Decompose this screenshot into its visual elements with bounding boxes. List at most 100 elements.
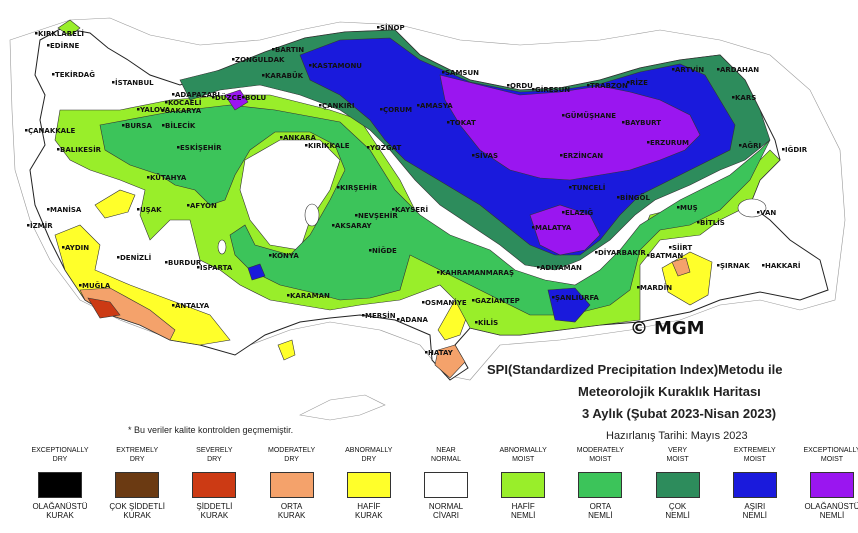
- city-marker: [637, 286, 640, 289]
- city-marker: [422, 301, 425, 304]
- legend-item: MODERATELY DRY ORTA KURAK: [254, 447, 330, 520]
- city-marker: [369, 249, 372, 252]
- city-label: SİİRT: [672, 243, 692, 252]
- city-label: MERSİN: [365, 311, 396, 320]
- legend-english-label: MODERATELY DRY: [267, 447, 316, 463]
- city-label: ELAZIĞ: [565, 208, 593, 217]
- legend-english-label: EXCEPTIONALLY MOIST: [803, 447, 858, 463]
- legend-english-label: EXCEPTIONALLY DRY: [31, 447, 89, 463]
- legend-turkish-label: NORMAL CİVARI: [428, 502, 464, 520]
- city-marker: [537, 266, 540, 269]
- city-marker: [47, 44, 50, 47]
- map-title-line1: SPI(Standardized Precipitation Index)Met…: [487, 362, 783, 377]
- zone-moderately-dry-batman: [671, 257, 691, 277]
- city-marker: [117, 256, 120, 259]
- city-marker: [717, 264, 720, 267]
- city-marker: [472, 154, 475, 157]
- legend-english-label: EXTREMELY DRY: [116, 447, 159, 463]
- city-label: ZONGULDAK: [235, 56, 285, 64]
- city-marker: [739, 144, 742, 147]
- city-marker: [397, 318, 400, 321]
- legend-item: VERY MOIST ÇOK NEMLİ: [640, 447, 716, 520]
- city-label: AĞRI: [742, 141, 761, 150]
- city-marker: [362, 314, 365, 317]
- spi-legend: EXCEPTIONALLY DRY OLAĞANÜSTÜ KURAK EXTREMELY…: [0, 447, 858, 533]
- zone-exceptionally-moist-malatya: [529, 204, 601, 256]
- city-marker: [622, 121, 625, 124]
- legend-item: EXCEPTIONALLY DRY OLAĞANÜSTÜ KURAK: [22, 447, 98, 520]
- city-label: SAMSUN: [445, 69, 479, 77]
- city-marker: [617, 196, 620, 199]
- legend-item: MODERATELY MOIST ORTA NEMLİ: [562, 447, 638, 520]
- city-marker: [269, 254, 272, 257]
- zone-exceptionally-moist: [439, 74, 701, 181]
- city-label: YOZGAT: [369, 144, 401, 152]
- legend-item: SEVERELY DRY ŞİDDETLİ KURAK: [176, 447, 252, 520]
- city-label: ERZİNCAN: [563, 151, 603, 160]
- city-marker: [782, 148, 785, 151]
- city-marker: [272, 48, 275, 51]
- city-marker: [212, 96, 215, 99]
- city-label: ARTVİN: [675, 65, 704, 74]
- city-marker: [532, 226, 535, 229]
- legend-english-label: NEAR NORMAL: [431, 447, 461, 463]
- city-label: ADANA: [400, 316, 429, 324]
- city-label: IĞDIR: [785, 145, 808, 154]
- city-marker: [162, 109, 165, 112]
- city-marker: [62, 246, 65, 249]
- city-marker: [287, 294, 290, 297]
- city-marker: [472, 299, 475, 302]
- city-label: BİNGÖL: [620, 193, 650, 202]
- city-marker: [587, 84, 590, 87]
- city-label: TRABZON: [590, 82, 628, 90]
- city-marker: [669, 246, 672, 249]
- legend-turkish-label: ORTA KURAK: [277, 502, 306, 520]
- city-marker: [392, 208, 395, 211]
- city-marker: [337, 186, 340, 189]
- city-marker: [309, 64, 312, 67]
- city-label: AFYON: [190, 202, 217, 210]
- city-marker: [79, 284, 82, 287]
- city-label: UŞAK: [140, 206, 162, 214]
- zone-extremely-moist-urfa: [547, 287, 591, 323]
- city-label: YALOVA: [139, 106, 171, 114]
- city-label: KIRKLARELİ: [38, 29, 84, 38]
- city-marker: [717, 68, 720, 71]
- city-label: KIRŞEHİR: [340, 183, 378, 192]
- city-marker: [197, 266, 200, 269]
- city-marker: [27, 224, 30, 227]
- zone-abnormally-dry-usak: [94, 189, 136, 219]
- city-marker: [355, 214, 358, 217]
- legend-english-label: ABNORMALLY DRY: [345, 447, 393, 463]
- legend-turkish-label: OLAĞANÜSTÜ NEMLİ: [804, 502, 858, 520]
- city-label: İZMİR: [30, 221, 53, 230]
- legend-turkish-label: AŞIRI NEMLİ: [742, 502, 768, 520]
- legend-swatch: [578, 472, 623, 498]
- city-label: BURSA: [125, 122, 152, 130]
- city-marker: [305, 144, 308, 147]
- city-marker: [47, 208, 50, 211]
- city-marker: [122, 124, 125, 127]
- city-marker: [177, 146, 180, 149]
- city-label: ANTALYA: [175, 302, 210, 310]
- city-label: HAKKARİ: [765, 261, 801, 270]
- city-label: ÇORUM: [383, 106, 412, 114]
- legend-swatch: [501, 472, 546, 498]
- city-marker: [137, 208, 140, 211]
- zone-very-moist-izmit: [224, 89, 249, 111]
- city-marker: [380, 108, 383, 111]
- map-title-line3: 3 Aylık (Şubat 2023-Nisan 2023): [582, 406, 777, 421]
- city-label: TEKİRDAĞ: [55, 70, 95, 79]
- city-marker: [162, 124, 165, 127]
- city-label: KARAMAN: [290, 292, 330, 300]
- city-label: KİLİS: [478, 318, 498, 327]
- city-marker: [697, 221, 700, 224]
- legend-item: EXTREMELY DRY ÇOK ŞİDDETLİ KURAK: [99, 447, 175, 520]
- city-label: ERZURUM: [650, 139, 689, 147]
- city-marker: [647, 141, 650, 144]
- city-marker: [475, 321, 478, 324]
- zone-moderately-moist: [99, 104, 771, 316]
- legend-english-label: VERY MOIST: [666, 447, 689, 463]
- city-label: TOKAT: [450, 119, 476, 127]
